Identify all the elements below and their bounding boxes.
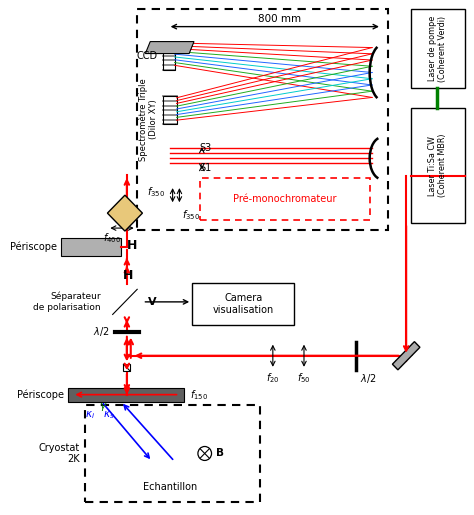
Text: $\lambda / 2$: $\lambda / 2$ <box>360 372 377 385</box>
Bar <box>137 9 388 230</box>
Polygon shape <box>108 195 143 231</box>
Bar <box>411 108 465 223</box>
Text: H: H <box>127 238 137 251</box>
Bar <box>67 388 184 402</box>
Text: Pré-monochromateur: Pré-monochromateur <box>233 194 337 204</box>
Text: S1: S1 <box>200 163 212 173</box>
Bar <box>61 238 121 256</box>
Text: $\gamma$: $\gamma$ <box>99 401 108 413</box>
Text: B: B <box>217 449 224 458</box>
Polygon shape <box>146 42 194 54</box>
Text: $f_{350}$: $f_{350}$ <box>147 185 165 199</box>
Bar <box>123 364 130 371</box>
Text: S3: S3 <box>200 143 212 153</box>
Text: CCD: CCD <box>137 50 158 61</box>
Text: $\lambda / 2$: $\lambda / 2$ <box>93 325 109 338</box>
Text: Echantillon: Echantillon <box>143 483 197 492</box>
Text: 800 mm: 800 mm <box>258 13 301 24</box>
Text: $f_{400}$: $f_{400}$ <box>103 231 121 245</box>
Bar <box>85 405 260 502</box>
Bar <box>163 96 176 124</box>
Bar <box>163 42 174 70</box>
Bar <box>411 9 465 89</box>
Text: Périscope: Périscope <box>10 242 57 252</box>
Text: $f_{350}$: $f_{350}$ <box>182 208 201 222</box>
Text: Spectromètre Triple
(Dilor XY): Spectromètre Triple (Dilor XY) <box>138 78 158 161</box>
Text: $f_{150}$: $f_{150}$ <box>190 388 208 402</box>
Text: $f_{20}$: $f_{20}$ <box>266 371 280 385</box>
Text: Périscope: Périscope <box>17 389 64 400</box>
Text: Laser Ti:Sa CW
(Coherent MBR): Laser Ti:Sa CW (Coherent MBR) <box>428 134 447 197</box>
Text: H: H <box>123 269 133 282</box>
Bar <box>200 178 370 220</box>
Text: $\kappa_i$: $\kappa_i$ <box>85 409 95 421</box>
Text: V: V <box>148 297 157 307</box>
Text: Camera
visualisation: Camera visualisation <box>212 293 274 315</box>
Bar <box>192 283 294 325</box>
Text: $\kappa_s$: $\kappa_s$ <box>103 409 115 421</box>
Text: Séparateur
de polarisation: Séparateur de polarisation <box>33 292 100 312</box>
Text: Laser de pompe
(Coherent Verdi): Laser de pompe (Coherent Verdi) <box>428 15 447 81</box>
Polygon shape <box>392 341 420 370</box>
Text: $f_{50}$: $f_{50}$ <box>297 371 311 385</box>
Text: Cryostat
2K: Cryostat 2K <box>39 443 80 464</box>
